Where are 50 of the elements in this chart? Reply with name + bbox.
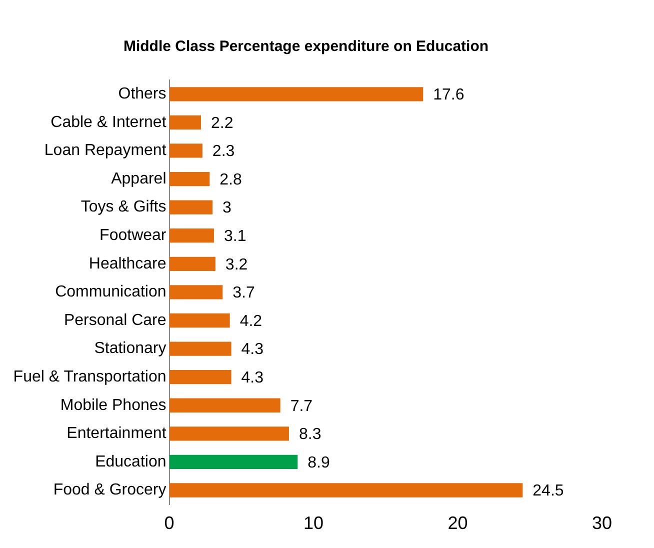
data-label: 2.2 xyxy=(210,114,234,132)
data-label: 4.3 xyxy=(241,369,264,386)
data-label: 8.3 xyxy=(298,426,322,444)
bar xyxy=(169,228,214,243)
y-tick-label: Apparel xyxy=(111,170,166,188)
data-label: 8.9 xyxy=(308,454,330,472)
data-label: 24.5 xyxy=(532,482,564,500)
y-tick-label: Food & Grocery xyxy=(53,482,166,499)
y-tick-label: Healthcare xyxy=(88,255,166,272)
y-tick-label: Toys & Gifts xyxy=(80,198,166,216)
bar xyxy=(169,144,202,158)
y-tick-label: Fuel & Transportation xyxy=(13,368,166,386)
y-tick-label: Mobile Phones xyxy=(60,396,166,414)
x-tick-label: 10 xyxy=(303,513,324,534)
data-label: 2.3 xyxy=(212,143,235,160)
bar xyxy=(169,370,232,384)
y-tick-label: Stationary xyxy=(94,340,166,358)
data-label: 3.7 xyxy=(232,284,255,302)
data-label: 4.3 xyxy=(241,341,264,358)
bar xyxy=(169,313,230,328)
data-label: 3.2 xyxy=(225,256,248,274)
x-tick-label: 30 xyxy=(592,513,612,534)
x-tick-label: 20 xyxy=(448,513,468,534)
data-label: 3.1 xyxy=(224,228,246,246)
y-tick-label: Education xyxy=(95,453,166,470)
bar xyxy=(169,398,280,412)
bar xyxy=(169,483,523,498)
y-tick-label: Footwear xyxy=(100,227,167,244)
y-tick-label: Loan Repayment xyxy=(44,142,167,160)
y-tick-label: Others xyxy=(118,86,166,103)
data-label: 3 xyxy=(222,200,232,217)
y-tick-label: Entertainment xyxy=(66,425,167,442)
bar xyxy=(169,426,289,441)
bar xyxy=(169,115,201,130)
bar xyxy=(169,342,232,356)
bar xyxy=(169,172,210,186)
bar xyxy=(169,87,424,102)
data-label: 17.6 xyxy=(433,86,464,104)
bar xyxy=(169,454,298,470)
data-label: 7.7 xyxy=(290,398,313,415)
data-label: 4.2 xyxy=(240,312,262,330)
bar xyxy=(169,256,216,271)
bar xyxy=(169,200,213,214)
y-tick-label: Cable & Internet xyxy=(50,114,167,131)
y-tick-label: Personal Care xyxy=(64,312,166,329)
x-tick-label: 0 xyxy=(164,513,174,534)
bar xyxy=(169,285,223,300)
y-tick-label: Communication xyxy=(55,284,166,301)
data-label: 2.8 xyxy=(220,171,242,188)
chart-title: Middle Class Percentage expenditure on Education xyxy=(123,38,489,56)
